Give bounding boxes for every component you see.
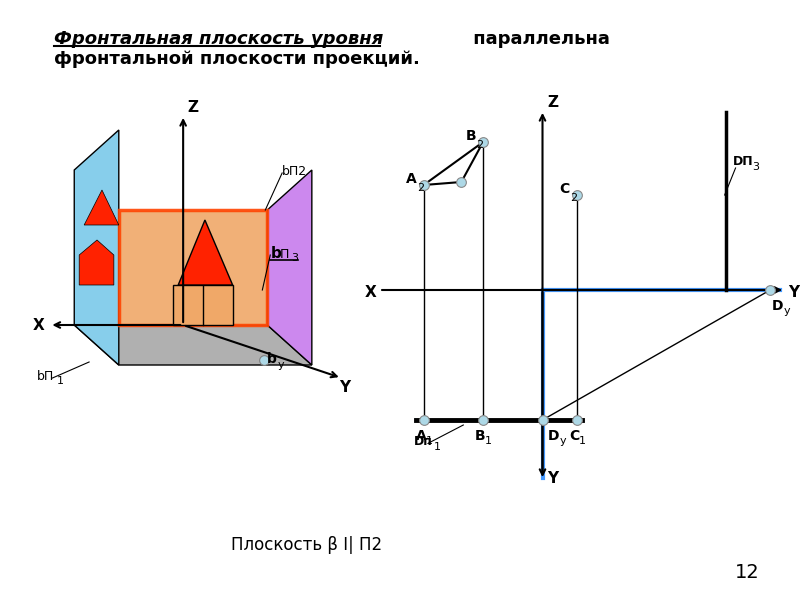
Text: П: П (280, 248, 290, 261)
Text: Y: Y (339, 380, 350, 395)
Text: D: D (772, 299, 784, 313)
Text: A: A (416, 429, 426, 443)
Text: C: C (570, 429, 579, 443)
Text: y: y (559, 436, 566, 446)
Text: y: y (784, 306, 790, 316)
Text: Y: Y (788, 285, 799, 300)
Polygon shape (79, 240, 114, 285)
Text: 1: 1 (426, 436, 433, 446)
Text: y: y (277, 360, 284, 370)
Text: 1: 1 (485, 436, 492, 446)
Text: 2: 2 (570, 193, 578, 203)
Polygon shape (74, 130, 118, 365)
Text: B: B (475, 429, 486, 443)
Text: Dп: Dп (414, 435, 433, 448)
Text: 12: 12 (735, 563, 760, 581)
Text: Z: Z (547, 95, 558, 110)
Text: bП: bП (37, 370, 54, 383)
Polygon shape (174, 285, 233, 325)
Text: DП: DП (733, 155, 754, 168)
Text: A: A (406, 172, 417, 186)
Text: Фронтальная плоскость уровня: Фронтальная плоскость уровня (54, 30, 384, 48)
Text: D: D (547, 429, 559, 443)
Text: bП2: bП2 (282, 165, 307, 178)
Polygon shape (118, 210, 267, 325)
Text: Y: Y (547, 471, 558, 486)
Text: фронтальной плоскости проекций.: фронтальной плоскости проекций. (54, 50, 420, 68)
Text: Z: Z (187, 100, 198, 115)
Text: 3: 3 (291, 253, 298, 263)
Polygon shape (178, 220, 233, 285)
Text: B: B (466, 129, 476, 143)
Text: 3: 3 (752, 162, 759, 172)
Text: X: X (364, 285, 376, 300)
Text: b: b (267, 352, 277, 366)
Text: 1: 1 (434, 442, 441, 452)
Text: 2: 2 (417, 183, 424, 193)
Text: b: b (270, 246, 281, 261)
Text: 1: 1 (57, 376, 63, 386)
Text: 2: 2 (476, 140, 483, 150)
Text: 1: 1 (579, 436, 586, 446)
Text: X: X (33, 318, 45, 333)
Polygon shape (74, 325, 312, 365)
Text: параллельна: параллельна (467, 30, 610, 48)
Polygon shape (267, 170, 312, 365)
Text: C: C (559, 182, 570, 196)
Polygon shape (84, 190, 118, 225)
Text: Плоскость β I| П2: Плоскость β I| П2 (231, 536, 382, 554)
